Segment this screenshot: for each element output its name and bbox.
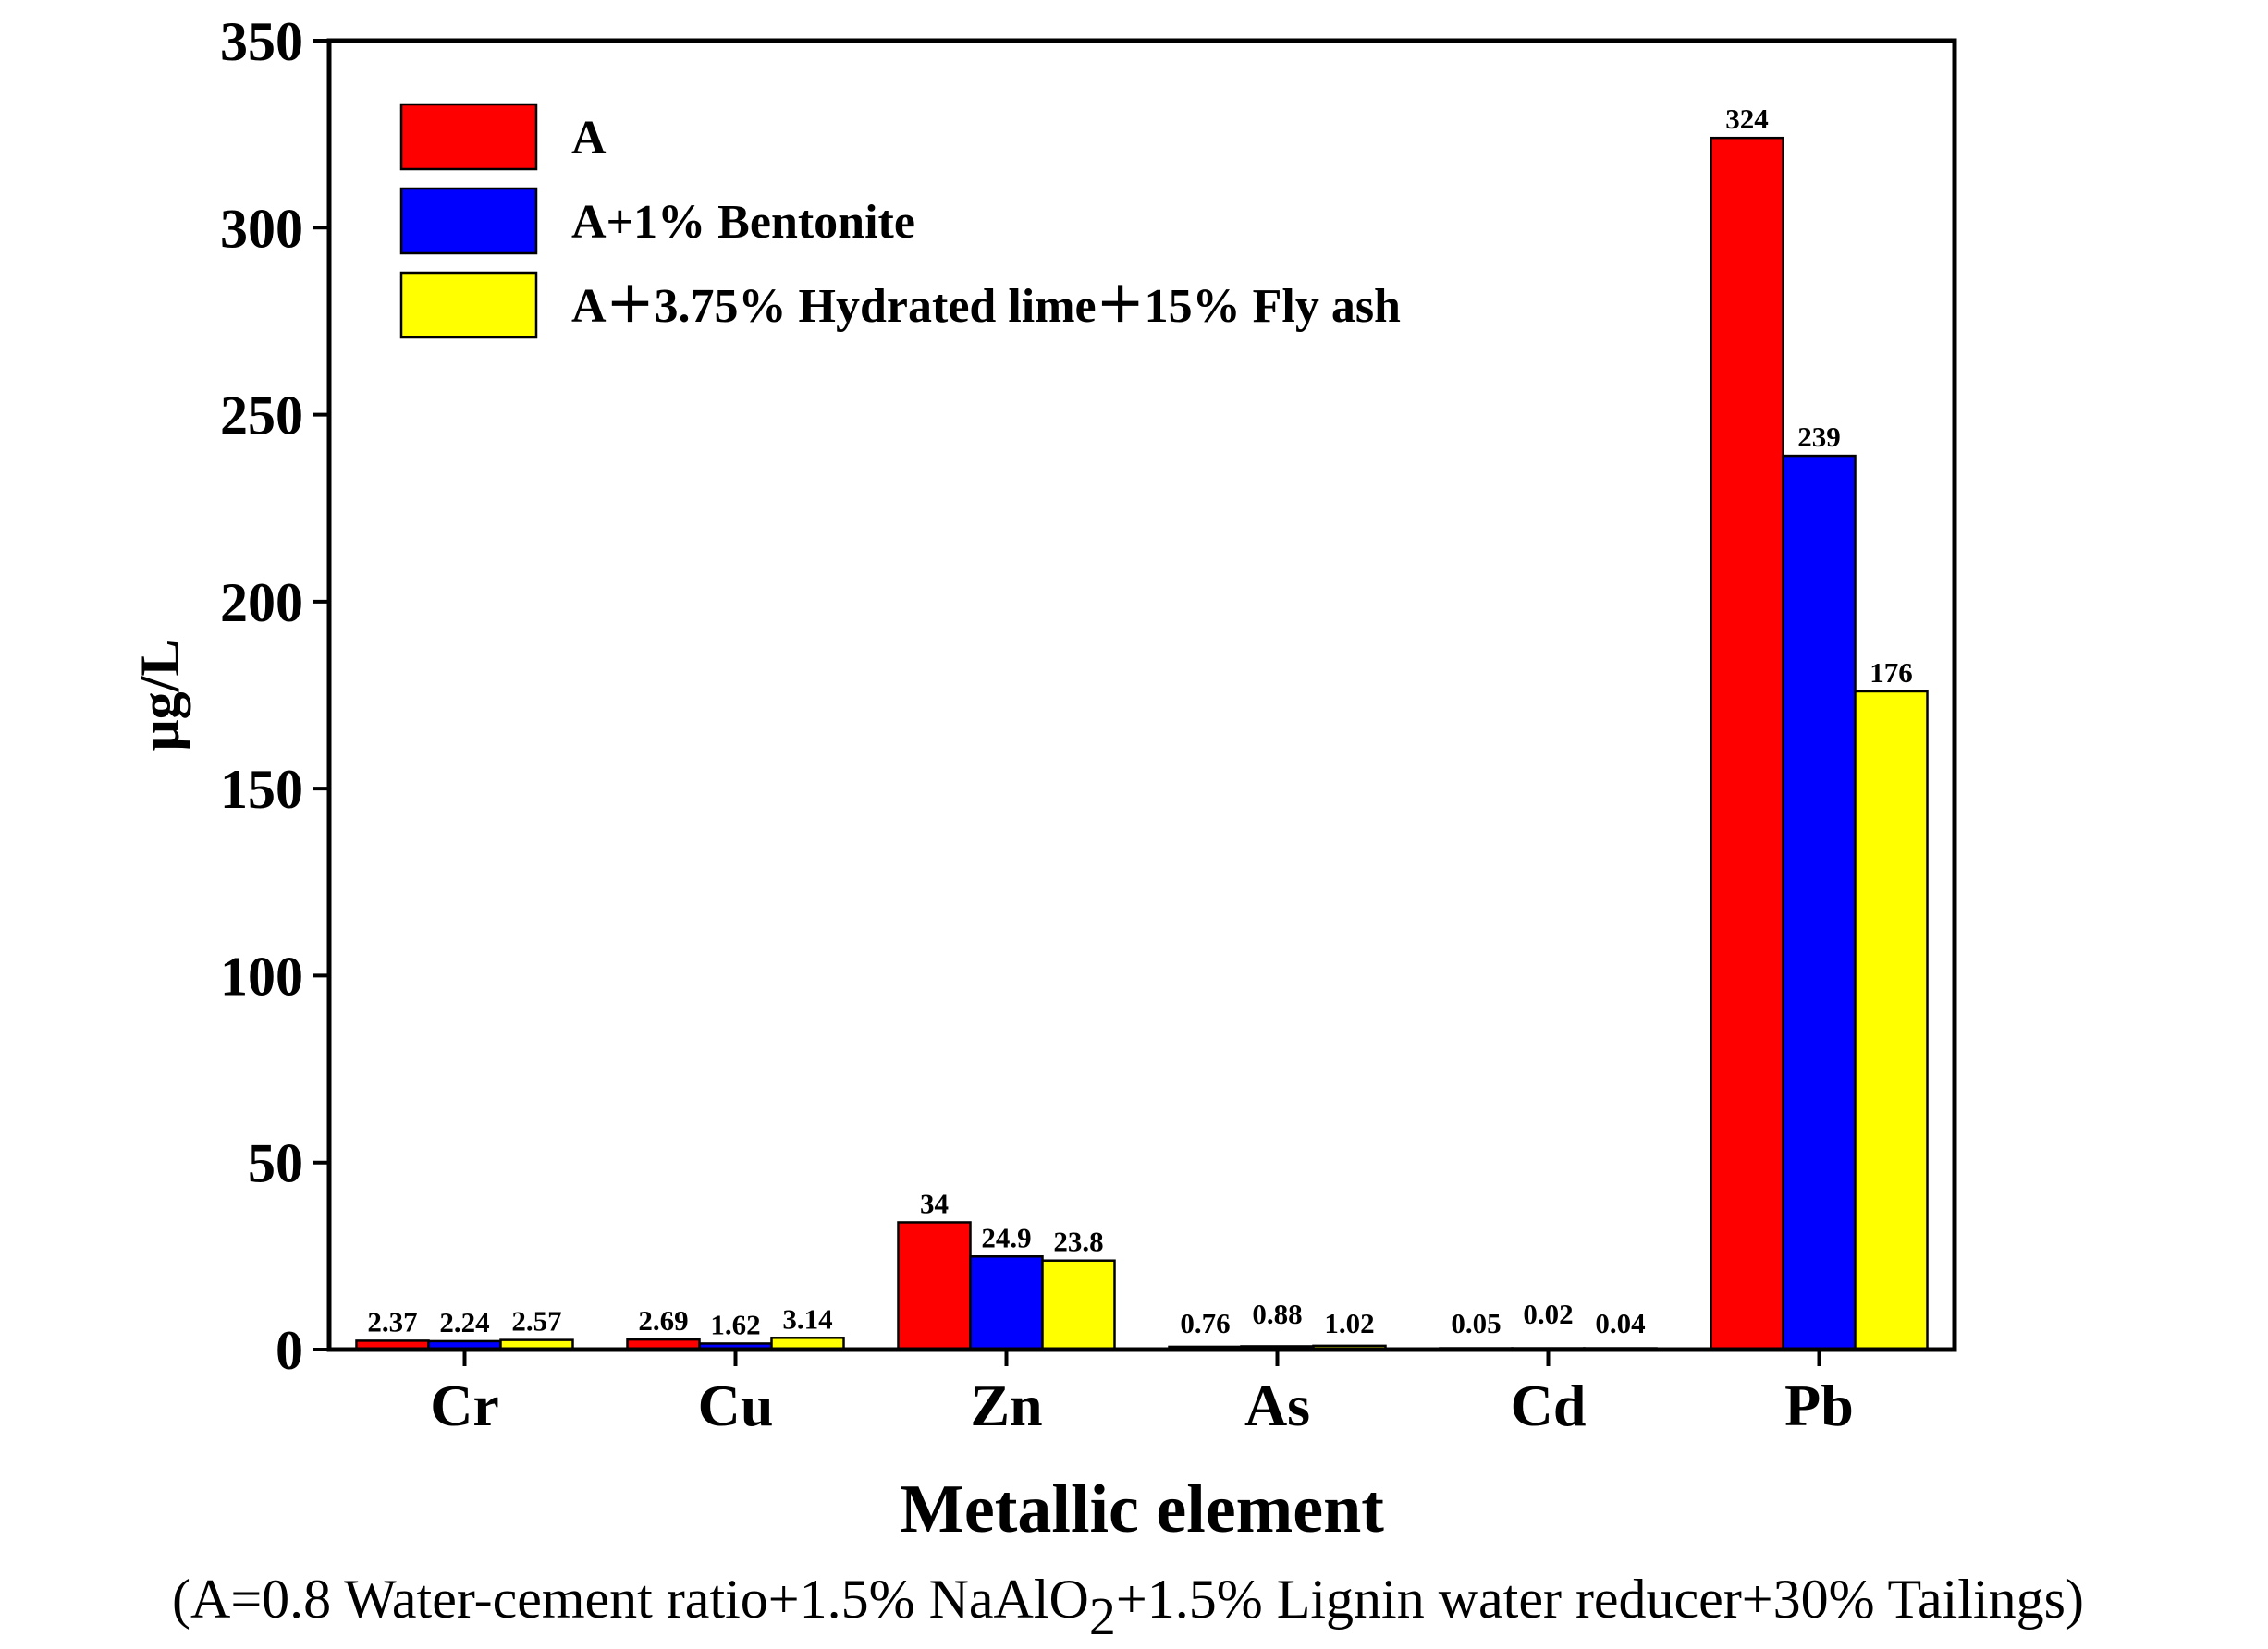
data-label-cu-series-2: 1.62 <box>710 1308 760 1340</box>
y-tick-label: 50 <box>248 1133 303 1194</box>
legend-label-3: A＋3.75% Hydrated lime＋15% Fly ash <box>571 280 1401 333</box>
data-label-zn-series-2: 24.9 <box>981 1221 1031 1253</box>
category-label-cu: Cu <box>698 1373 774 1438</box>
y-tick-label: 150 <box>220 759 303 820</box>
legend-swatch-3 <box>399 271 538 339</box>
data-label-cd-series-3: 0.04 <box>1595 1307 1645 1339</box>
legend-swatch-2 <box>399 187 538 255</box>
data-label-cr-series-1: 2.37 <box>367 1305 417 1338</box>
category-label-zn: Zn <box>970 1373 1042 1438</box>
caption-tail: +1.5% Lignin water reducer+30% Tailings) <box>1116 1569 2084 1630</box>
data-label-pb-series-2: 239 <box>1797 421 1841 453</box>
data-label-pb-series-3: 176 <box>1870 656 1913 689</box>
legend-label-1: A <box>571 112 607 165</box>
data-label-as-series-3: 1.02 <box>1324 1307 1374 1339</box>
x-axis-label: Metallic element <box>900 1472 1384 1547</box>
data-label-cr-series-3: 2.57 <box>511 1305 561 1338</box>
data-label-cu-series-3: 3.14 <box>782 1302 832 1335</box>
category-label-cr: Cr <box>430 1373 499 1438</box>
category-label-cd: Cd <box>1511 1373 1587 1438</box>
y-tick-label: 0 <box>276 1320 303 1381</box>
category-label-as: As <box>1244 1373 1310 1438</box>
legend-label-2: A+1% Bentonite <box>571 196 915 249</box>
y-tick-label: 350 <box>220 11 303 72</box>
data-label-pb-series-1: 324 <box>1725 103 1769 135</box>
axes-layer: 0 50 100 150 200 250 300 350 <box>220 11 1821 1381</box>
caption-subscript: 2 <box>1089 1586 1116 1646</box>
bar-pb-series-3 <box>1854 690 1929 1351</box>
data-label-zn-series-1: 34 <box>920 1187 949 1219</box>
data-label-cu-series-1: 2.69 <box>638 1304 688 1337</box>
legend-swatch-1 <box>399 103 538 171</box>
chart-caption: (A=0.8 Water-cement ratio+1.5% NaAlO2+1.… <box>172 1569 2084 1646</box>
category-label-pb: Pb <box>1784 1373 1854 1438</box>
data-label-cd-series-2: 0.02 <box>1523 1298 1573 1330</box>
data-label-as-series-1: 0.76 <box>1180 1307 1230 1339</box>
bar-pb-series-1 <box>1710 136 1784 1351</box>
legend: A A+1% Bentonite A＋3.75% Hydrated lime＋15%… <box>399 103 1401 339</box>
data-labels-layer: Cr 2.37 2.24 2.57 Cu 2.69 1.62 3.14 Zn 34 24.9 23.8… <box>367 103 1912 1438</box>
bar-pb-series-2 <box>1782 454 1857 1351</box>
data-label-zn-series-3: 23.8 <box>1053 1226 1103 1258</box>
data-label-cd-series-1: 0.05 <box>1451 1307 1501 1339</box>
bar-zn-series-1 <box>897 1221 972 1351</box>
data-label-as-series-2: 0.88 <box>1252 1298 1302 1330</box>
plot-frame <box>326 38 1957 1352</box>
y-tick-label: 250 <box>220 385 303 446</box>
bar-zn-series-3 <box>1041 1259 1116 1351</box>
bar-zn-series-2 <box>969 1255 1044 1351</box>
y-tick-label: 300 <box>220 198 303 259</box>
bars-layer <box>355 136 1929 1351</box>
y-tick-label: 100 <box>220 946 303 1007</box>
y-axis-label: μg/L <box>129 640 190 751</box>
y-tick-label: 200 <box>220 572 303 633</box>
caption-main: (A=0.8 Water-cement ratio+1.5% NaAlO <box>172 1569 1089 1630</box>
data-label-cr-series-2: 2.24 <box>439 1306 489 1338</box>
